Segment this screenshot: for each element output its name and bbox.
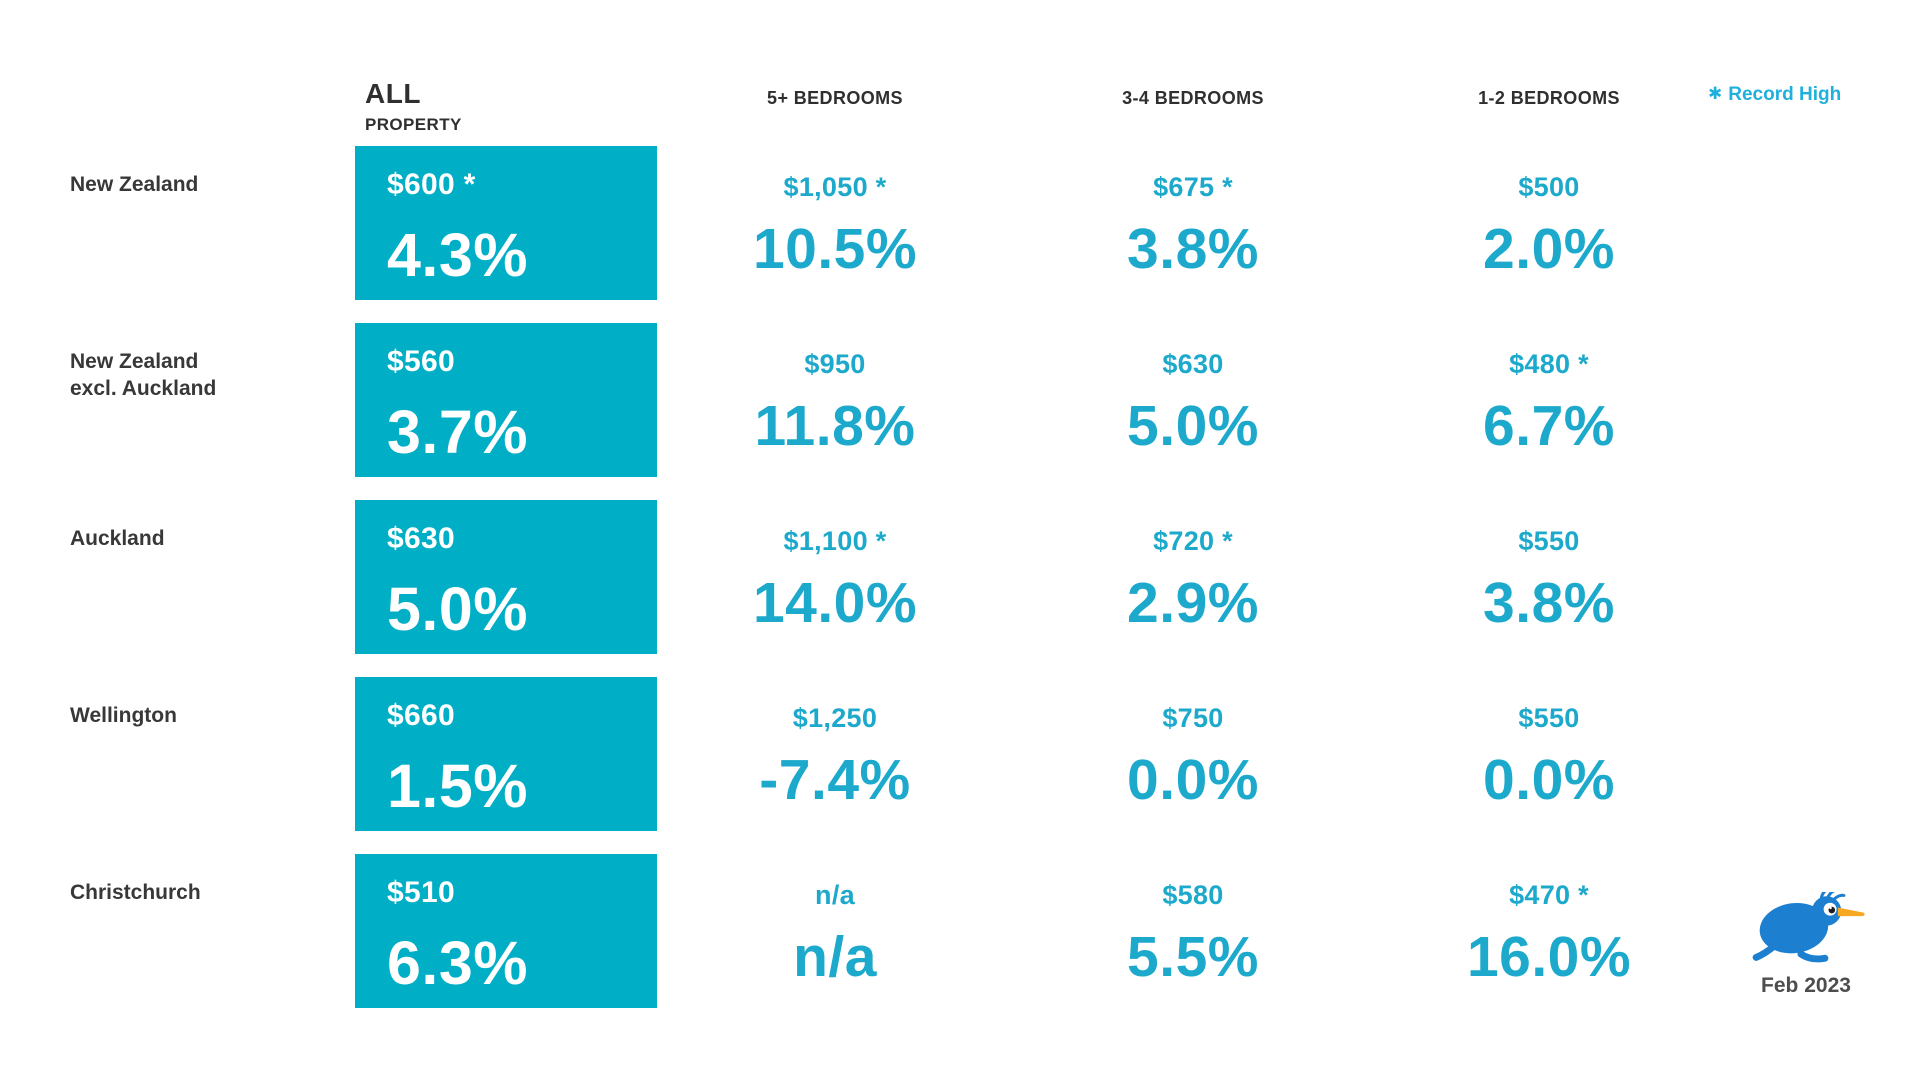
- median-rent-value: $480 *: [1509, 349, 1589, 379]
- median-rent-value: $1,250: [792, 703, 878, 733]
- column-header-all-property: ALL PROPERTY: [365, 80, 462, 135]
- all-property-annual-change: 1.5%: [387, 752, 529, 820]
- annual-change-value: 2.0%: [1483, 217, 1615, 281]
- median-rent-value: $550: [1518, 526, 1580, 556]
- column-header-1-2-bedrooms: 1-2 BEDROOMS: [1478, 88, 1620, 108]
- all-property-cell: $630 5.0%: [355, 500, 657, 654]
- all-property-median-rent: $560: [387, 345, 455, 378]
- all-property-cell: $600 * 4.3%: [355, 146, 657, 300]
- column-header-all-line1: ALL: [365, 78, 421, 109]
- region-label-line2: excl. Auckland: [70, 377, 217, 400]
- column-header-all-line2: PROPERTY: [365, 115, 462, 134]
- region-label: Christchurch: [70, 879, 340, 906]
- cell-1-2-bedrooms: $480 * 6.7%: [1379, 323, 1719, 459]
- annual-change-value: 2.9%: [1127, 571, 1259, 635]
- cell-3-4-bedrooms: $580 5.5%: [1023, 854, 1363, 990]
- annual-change-value: n/a: [793, 925, 877, 989]
- median-rent-value: $750: [1162, 703, 1224, 733]
- annual-change-value: 16.0%: [1466, 925, 1632, 989]
- all-property-median-rent: $600 *: [387, 168, 476, 201]
- median-rent-value: n/a: [815, 880, 855, 910]
- median-rent-value: $500: [1518, 172, 1580, 202]
- all-property-annual-change: 4.3%: [387, 221, 529, 289]
- annual-change-value: 11.8%: [754, 394, 916, 458]
- region-label-line1: New Zealand: [70, 350, 199, 373]
- cell-5plus-bedrooms: n/a n/a: [665, 854, 1005, 990]
- annual-change-value: -7.4%: [759, 748, 911, 812]
- median-rent-value: $630: [1162, 349, 1224, 379]
- all-property-cell: $560 3.7%: [355, 323, 657, 477]
- cell-1-2-bedrooms: $470 * 16.0%: [1379, 854, 1719, 990]
- annual-change-value: 6.7%: [1483, 394, 1615, 458]
- brand-block: Feb 2023: [1738, 892, 1874, 998]
- region-label: Auckland: [70, 525, 340, 552]
- all-property-annual-change: 6.3%: [387, 929, 529, 997]
- column-header-3-4-bedrooms: 3-4 BEDROOMS: [1122, 88, 1264, 108]
- median-rent-value: $950: [804, 349, 866, 379]
- annual-change-value: 10.5%: [752, 217, 918, 281]
- median-rent-value: $550: [1518, 703, 1580, 733]
- table-row: Auckland $630 5.0% $1,100 * 14.0% $720 *…: [0, 500, 1920, 654]
- region-label-line1: Wellington: [70, 704, 177, 727]
- annual-change-value: 3.8%: [1127, 217, 1259, 281]
- cell-5plus-bedrooms: $1,250 -7.4%: [665, 677, 1005, 813]
- table-row: New Zealand excl. Auckland $560 3.7% $95…: [0, 323, 1920, 477]
- table-row: New Zealand $600 * 4.3% $1,050 * 10.5% $…: [0, 146, 1920, 300]
- median-rent-value: $580: [1162, 880, 1224, 910]
- annual-change-value: 14.0%: [752, 571, 918, 635]
- region-label: New Zealand excl. Auckland: [70, 348, 340, 402]
- all-property-median-rent: $510: [387, 876, 455, 909]
- all-property-cell: $510 6.3%: [355, 854, 657, 1008]
- region-label: Wellington: [70, 702, 340, 729]
- cell-5plus-bedrooms: $1,050 * 10.5%: [665, 146, 1005, 282]
- cell-1-2-bedrooms: $500 2.0%: [1379, 146, 1719, 282]
- annual-change-value: 5.5%: [1127, 925, 1259, 989]
- region-label-line1: Auckland: [70, 527, 165, 550]
- report-date: Feb 2023: [1761, 974, 1851, 997]
- cell-5plus-bedrooms: $1,100 * 14.0%: [665, 500, 1005, 636]
- cell-3-4-bedrooms: $720 * 2.9%: [1023, 500, 1363, 636]
- kiwi-bird-logo-icon: [1752, 892, 1865, 963]
- annual-change-value: 3.8%: [1483, 571, 1615, 635]
- all-property-annual-change: 3.7%: [387, 398, 529, 466]
- cell-3-4-bedrooms: $750 0.0%: [1023, 677, 1363, 813]
- region-label-line1: New Zealand: [70, 173, 199, 196]
- median-rent-value: $1,100 *: [783, 526, 887, 556]
- all-property-median-rent: $660: [387, 699, 455, 732]
- cell-5plus-bedrooms: $950 11.8%: [665, 323, 1005, 459]
- record-high-star-icon: ✱: [1708, 84, 1723, 103]
- median-rent-value: $470 *: [1509, 880, 1589, 910]
- table-row: Christchurch $510 6.3% n/a n/a $580 5.5%…: [0, 854, 1920, 1008]
- annual-change-value: 0.0%: [1483, 748, 1615, 812]
- table-row: Wellington $660 1.5% $1,250 -7.4% $750 0…: [0, 677, 1920, 831]
- all-property-median-rent: $630: [387, 522, 455, 555]
- median-rent-value: $1,050 *: [783, 172, 887, 202]
- cell-3-4-bedrooms: $630 5.0%: [1023, 323, 1363, 459]
- median-rent-value: $675 *: [1153, 172, 1233, 202]
- annual-change-value: 0.0%: [1127, 748, 1259, 812]
- column-header-5plus-bedrooms: 5+ BEDROOMS: [767, 88, 903, 108]
- cell-1-2-bedrooms: $550 0.0%: [1379, 677, 1719, 813]
- record-high-legend-label: Record High: [1728, 84, 1842, 105]
- all-property-annual-change: 5.0%: [387, 575, 529, 643]
- region-label: New Zealand: [70, 171, 340, 198]
- record-high-legend: ✱ Record High: [1708, 84, 1841, 106]
- annual-change-value: 5.0%: [1127, 394, 1259, 458]
- median-rent-value: $720 *: [1153, 526, 1233, 556]
- cell-1-2-bedrooms: $550 3.8%: [1379, 500, 1719, 636]
- cell-3-4-bedrooms: $675 * 3.8%: [1023, 146, 1363, 282]
- all-property-cell: $660 1.5%: [355, 677, 657, 831]
- region-label-line1: Christchurch: [70, 881, 201, 904]
